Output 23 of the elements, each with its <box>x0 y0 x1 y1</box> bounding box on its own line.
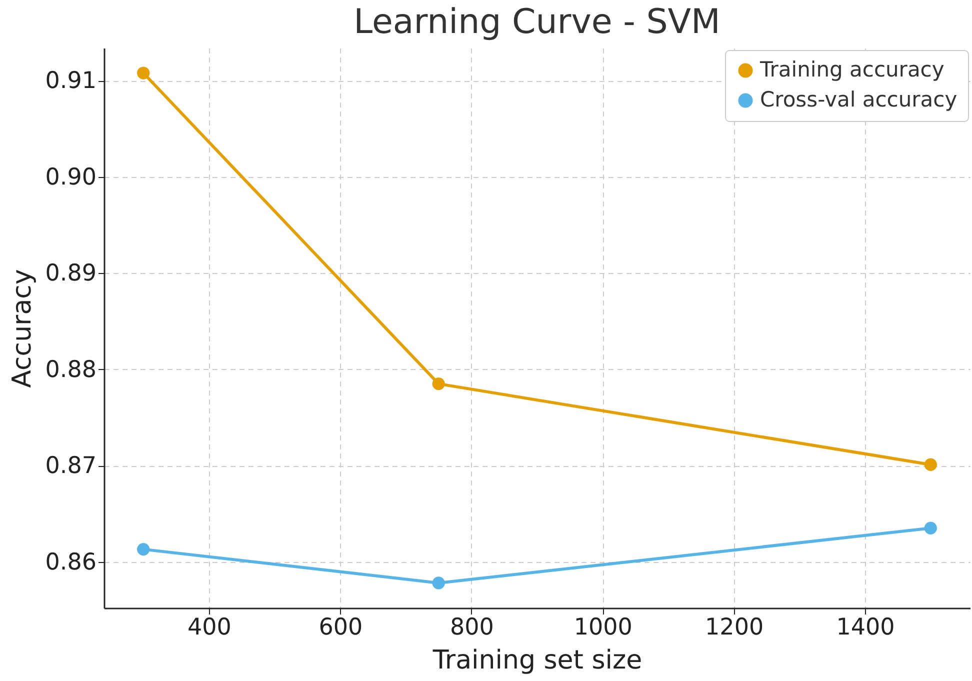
point <box>924 522 937 534</box>
y-tick-label: 0.89 <box>45 260 96 287</box>
chart-title: Learning Curve - SVM <box>354 2 720 42</box>
y-tick-label: 0.87 <box>45 453 96 480</box>
y-tick-label: 0.86 <box>45 549 96 576</box>
point <box>924 458 937 471</box>
x-tick-label: 600 <box>318 614 363 640</box>
y-tick-label: 0.91 <box>45 68 96 94</box>
x-tick-label: 1000 <box>574 614 632 640</box>
y-axis-title: Accuracy <box>7 269 38 388</box>
point <box>432 576 445 590</box>
point <box>432 377 445 390</box>
y-tick-label: 0.88 <box>45 356 96 383</box>
point <box>137 66 150 80</box>
y-tick-label: 0.90 <box>45 164 96 190</box>
x-tick-label: 400 <box>188 614 232 640</box>
point <box>137 542 150 556</box>
x-axis-title: Training set size <box>432 646 642 676</box>
x-tick-label: 1200 <box>705 614 764 640</box>
x-tick-label: 800 <box>450 614 494 640</box>
legend-label: Training accuracy <box>759 58 944 82</box>
x-tick-label: 1400 <box>836 614 895 640</box>
legend-label: Cross-val accuracy <box>760 88 958 112</box>
